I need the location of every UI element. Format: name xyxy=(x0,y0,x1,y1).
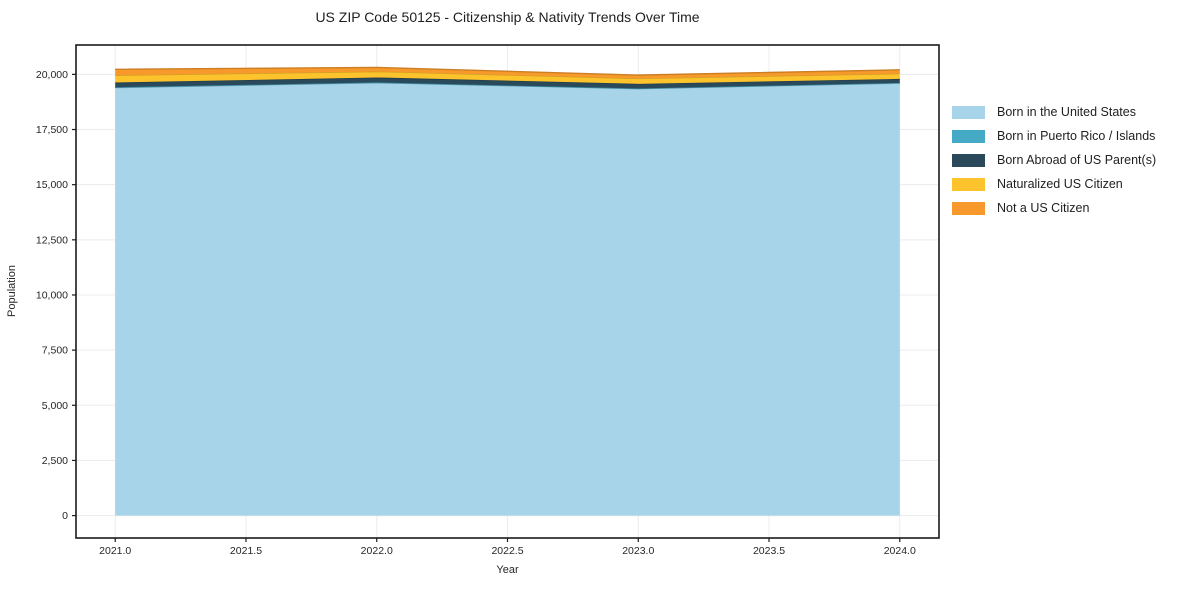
legend-swatch xyxy=(952,153,985,167)
legend-item: Born in Puerto Rico / Islands xyxy=(952,129,1156,143)
legend-item: Not a US Citizen xyxy=(952,201,1156,215)
x-tick-label: 2024.0 xyxy=(884,545,916,557)
legend-label: Born Abroad of US Parent(s) xyxy=(997,153,1157,167)
legend-item: Naturalized US Citizen xyxy=(952,177,1156,191)
area-series-naturalized-us-citizen xyxy=(115,71,900,84)
x-axis-label: Year xyxy=(496,564,519,576)
y-tick-label: 10,000 xyxy=(36,289,68,301)
y-tick-label: 12,500 xyxy=(36,234,68,246)
legend-swatch xyxy=(952,177,985,191)
series-top-edge xyxy=(115,66,900,76)
chart-title: US ZIP Code 50125 - Citizenship & Nativi… xyxy=(315,9,700,25)
legend: Born in the United States Born in Puerto … xyxy=(952,105,1156,215)
x-tick-label: 2023.5 xyxy=(753,545,785,557)
legend-item: Born in the United States xyxy=(952,105,1156,119)
legend-label: Born in the United States xyxy=(997,105,1136,119)
area-series-not-a-us-citizen xyxy=(115,67,900,79)
legend-item: Born Abroad of US Parent(s) xyxy=(952,153,1156,167)
legend-label: Not a US Citizen xyxy=(997,201,1090,215)
y-tick-label: 20,000 xyxy=(36,69,68,81)
y-axis-label: Population xyxy=(6,265,18,317)
x-tick-label: 2021.0 xyxy=(99,545,131,557)
x-tick-label: 2022.0 xyxy=(361,545,393,557)
x-tick-label: 2023.0 xyxy=(622,545,654,557)
y-tick-label: 2,500 xyxy=(42,455,68,467)
area-series-born-in-the-united-states xyxy=(115,82,900,516)
x-tick-label: 2021.5 xyxy=(230,545,262,557)
legend-swatch xyxy=(952,105,985,119)
legend-label: Naturalized US Citizen xyxy=(997,177,1123,191)
legend-swatch xyxy=(952,129,985,143)
x-tick-label: 2022.5 xyxy=(491,545,523,557)
y-tick-label: 17,500 xyxy=(36,124,68,136)
legend-swatch xyxy=(952,201,985,215)
legend-label: Born in Puerto Rico / Islands xyxy=(997,129,1156,143)
y-tick-label: 15,000 xyxy=(36,179,68,191)
y-tick-label: 7,500 xyxy=(42,345,68,357)
area-series-born-abroad-of-us-parent-s- xyxy=(115,77,900,89)
y-tick-label: 5,000 xyxy=(42,400,68,412)
y-tick-label: 0 xyxy=(62,510,68,522)
